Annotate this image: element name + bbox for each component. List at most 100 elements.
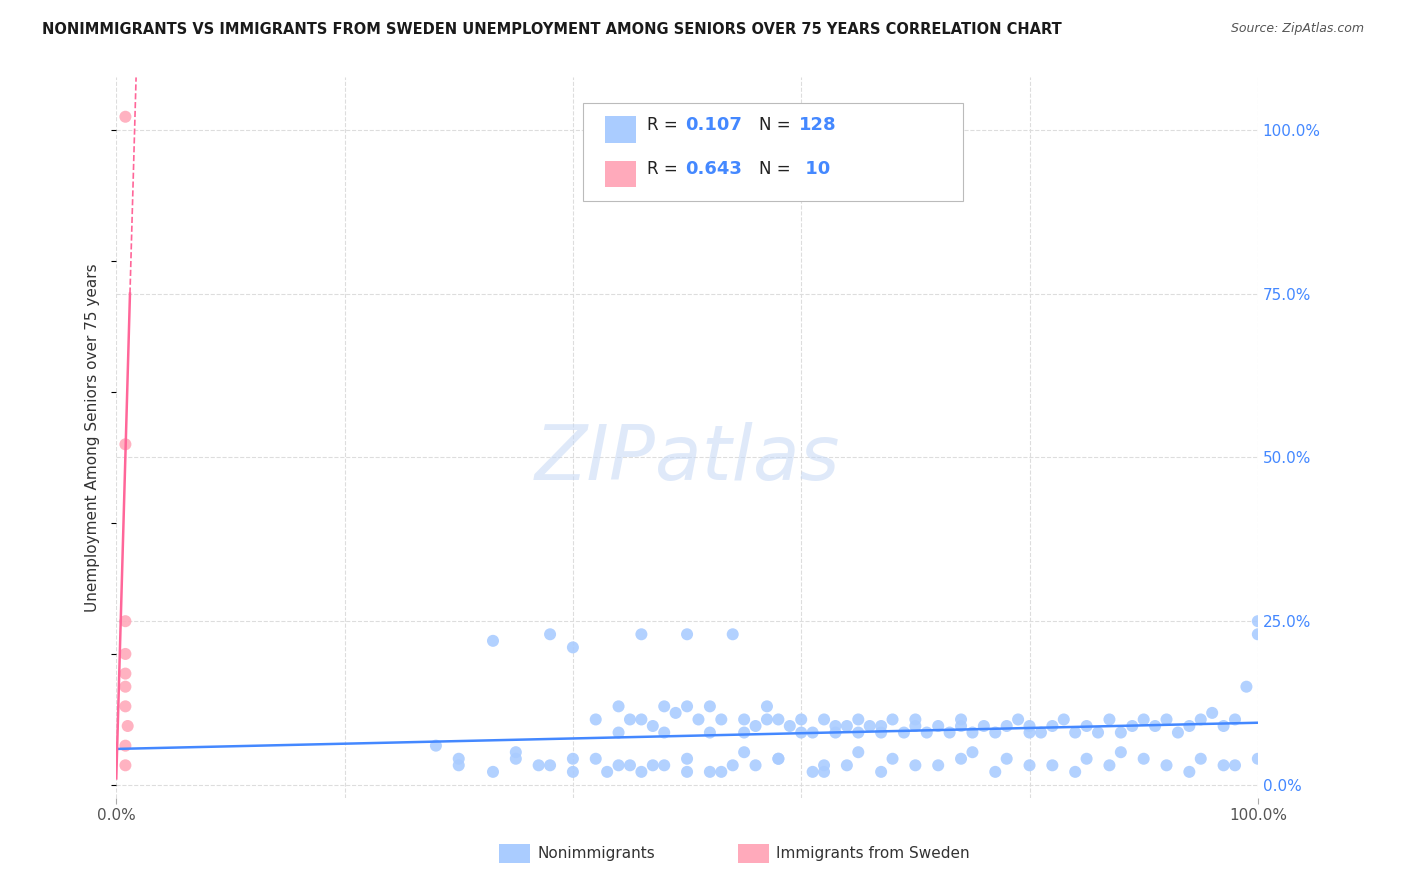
Point <box>676 752 699 766</box>
Point <box>710 764 733 779</box>
Point <box>984 725 1007 739</box>
Point <box>755 713 778 727</box>
Point <box>1247 614 1270 628</box>
Text: Source: ZipAtlas.com: Source: ZipAtlas.com <box>1230 22 1364 36</box>
Text: N =: N = <box>759 116 796 134</box>
Point <box>1040 719 1063 733</box>
Point <box>846 745 869 759</box>
Text: 0.107: 0.107 <box>685 116 741 134</box>
Point <box>630 627 652 641</box>
Point <box>1018 719 1040 733</box>
Point <box>846 725 869 739</box>
Point <box>676 764 699 779</box>
Point <box>995 752 1018 766</box>
Point <box>505 752 527 766</box>
Point <box>699 725 721 739</box>
Point <box>950 719 973 733</box>
Point <box>585 752 607 766</box>
Point <box>779 719 801 733</box>
Point <box>1064 764 1087 779</box>
Point <box>1132 713 1154 727</box>
Point <box>1156 713 1178 727</box>
Point <box>870 764 893 779</box>
Point <box>1109 745 1132 759</box>
Point <box>652 758 675 772</box>
Point <box>790 713 813 727</box>
Point <box>1076 752 1098 766</box>
Point <box>676 627 699 641</box>
Point <box>1144 719 1167 733</box>
Point <box>882 752 904 766</box>
Point <box>870 719 893 733</box>
Point <box>114 680 136 694</box>
Point <box>114 437 136 451</box>
Point <box>882 713 904 727</box>
Point <box>1029 725 1052 739</box>
Y-axis label: Unemployment Among Seniors over 75 years: Unemployment Among Seniors over 75 years <box>86 263 100 612</box>
Text: R =: R = <box>647 161 683 178</box>
Point <box>893 725 915 739</box>
Point <box>607 725 630 739</box>
Point <box>1178 764 1201 779</box>
Point <box>938 725 960 739</box>
Text: R =: R = <box>647 116 683 134</box>
Point <box>801 725 824 739</box>
Point <box>927 719 949 733</box>
Point <box>813 764 835 779</box>
Point <box>1018 725 1040 739</box>
Point <box>801 764 824 779</box>
Point <box>1189 713 1212 727</box>
Point <box>1223 758 1246 772</box>
Point <box>962 725 984 739</box>
Point <box>607 699 630 714</box>
Point <box>859 719 882 733</box>
Point <box>915 725 938 739</box>
Point <box>630 713 652 727</box>
Point <box>114 110 136 124</box>
Point <box>699 699 721 714</box>
Point <box>733 713 755 727</box>
Point <box>1098 758 1121 772</box>
Point <box>619 758 641 772</box>
Point <box>1064 725 1087 739</box>
Point <box>676 699 699 714</box>
Point <box>1132 752 1154 766</box>
Point <box>768 752 790 766</box>
Point <box>984 764 1007 779</box>
Point <box>824 725 846 739</box>
Point <box>561 764 583 779</box>
Text: 128: 128 <box>799 116 837 134</box>
Point <box>447 752 470 766</box>
Point <box>527 758 550 772</box>
Point <box>870 725 893 739</box>
Point <box>114 647 136 661</box>
Text: NONIMMIGRANTS VS IMMIGRANTS FROM SWEDEN UNEMPLOYMENT AMONG SENIORS OVER 75 YEARS: NONIMMIGRANTS VS IMMIGRANTS FROM SWEDEN … <box>42 22 1062 37</box>
Point <box>630 764 652 779</box>
Point <box>1189 752 1212 766</box>
Point <box>1053 713 1076 727</box>
Text: Immigrants from Sweden: Immigrants from Sweden <box>776 847 970 861</box>
Point <box>114 739 136 753</box>
Point <box>904 719 927 733</box>
Point <box>835 719 858 733</box>
Text: Nonimmigrants: Nonimmigrants <box>537 847 655 861</box>
Point <box>114 614 136 628</box>
Point <box>1121 719 1143 733</box>
Point <box>1236 680 1258 694</box>
Point <box>619 713 641 727</box>
Point <box>790 725 813 739</box>
Point <box>824 719 846 733</box>
Point <box>1109 725 1132 739</box>
Point <box>596 764 619 779</box>
Point <box>733 725 755 739</box>
Point <box>447 758 470 772</box>
Point <box>1167 725 1189 739</box>
Point <box>688 713 710 727</box>
Point <box>1178 719 1201 733</box>
Point <box>995 719 1018 733</box>
Point <box>641 758 664 772</box>
Point <box>710 713 733 727</box>
Point <box>721 758 744 772</box>
Point <box>538 758 561 772</box>
Point <box>846 713 869 727</box>
